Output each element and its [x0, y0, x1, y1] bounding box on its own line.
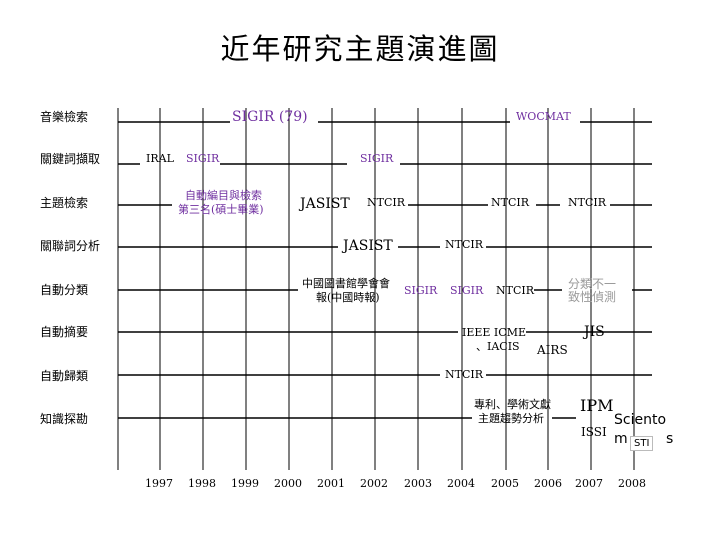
year-label: 2001: [317, 477, 345, 490]
year-label: 2006: [534, 477, 562, 490]
year-label: 1997: [145, 477, 173, 490]
event-wocmat: WOCMAT: [516, 110, 571, 123]
event-patent-trend-analysis: 專利、學術文獻: [474, 398, 551, 411]
row-label-topic-retrieval: 主題檢索: [40, 196, 89, 210]
event-library-association: 中國圖書館學會會: [302, 277, 390, 290]
event-ipm: IPM: [580, 396, 614, 415]
year-label: 2005: [491, 477, 519, 490]
event-sti: STI: [630, 436, 654, 451]
event-jasist: JASIST: [300, 196, 350, 212]
event-iral: IRAL: [146, 152, 174, 165]
event-auto-indexing-award: 第三名(碩士畢業): [178, 203, 264, 216]
event-ntcir: NTCIR: [445, 368, 484, 381]
event-ntcir: NTCIR: [568, 196, 607, 209]
year-label: 1998: [188, 477, 216, 490]
event-ntcir: NTCIR: [491, 196, 530, 209]
event-ntcir: NTCIR: [367, 196, 406, 209]
event-scientometrics: s: [666, 431, 674, 447]
event-jasist: JASIST: [343, 238, 393, 254]
row-label-knowledge-mining: 知識探勘: [40, 412, 89, 426]
event-ieee-icme: IEEE ICME: [462, 326, 526, 339]
event-issi: ISSI: [581, 425, 607, 439]
event-ntcir: NTCIR: [496, 284, 535, 297]
event-jis: JIS: [584, 324, 605, 340]
event-library-association: 報(中國時報): [316, 291, 380, 304]
year-label: 2002: [360, 477, 388, 490]
year-label: 2008: [618, 477, 646, 490]
event-sigir-79: SIGIR (79): [232, 109, 308, 125]
row-label-music-retrieval: 音樂檢索: [40, 110, 89, 124]
event-inconsistency-detection: 分類不一: [568, 277, 617, 291]
year-label: 2000: [274, 477, 302, 490]
row-label-auto-classification: 自動分類: [40, 283, 89, 297]
year-label: 2004: [447, 477, 475, 490]
event-airs: AIRS: [537, 343, 568, 357]
event-ntcir: NTCIR: [445, 238, 484, 251]
event-iacis: 、IACIS: [476, 340, 520, 353]
row-label-keyword-extraction: 關鍵詞擷取: [40, 152, 101, 166]
event-scientometrics: m: [614, 431, 628, 447]
event-auto-indexing-award: 自動編目與檢索: [185, 189, 262, 202]
event-sigir: SIGIR: [186, 152, 220, 165]
row-label-auto-clustering: 自動歸類: [40, 369, 89, 383]
event-inconsistency-detection: 致性偵測: [568, 290, 617, 304]
event-scientometrics: Sciento: [614, 412, 667, 428]
year-label: 2007: [575, 477, 603, 490]
year-label: 2003: [404, 477, 432, 490]
row-label-association-analysis: 關聯詞分析: [40, 239, 101, 253]
event-patent-trend-analysis: 主題趨勢分析: [478, 412, 544, 425]
event-sigir: SIGIR: [360, 152, 394, 165]
year-label: 1999: [231, 477, 259, 490]
page-title: 近年研究主題演進圖: [220, 32, 500, 66]
row-label-auto-summarization: 自動摘要: [40, 325, 89, 339]
event-sigir: SIGIR: [450, 284, 484, 297]
event-sigir: SIGIR: [404, 284, 438, 297]
